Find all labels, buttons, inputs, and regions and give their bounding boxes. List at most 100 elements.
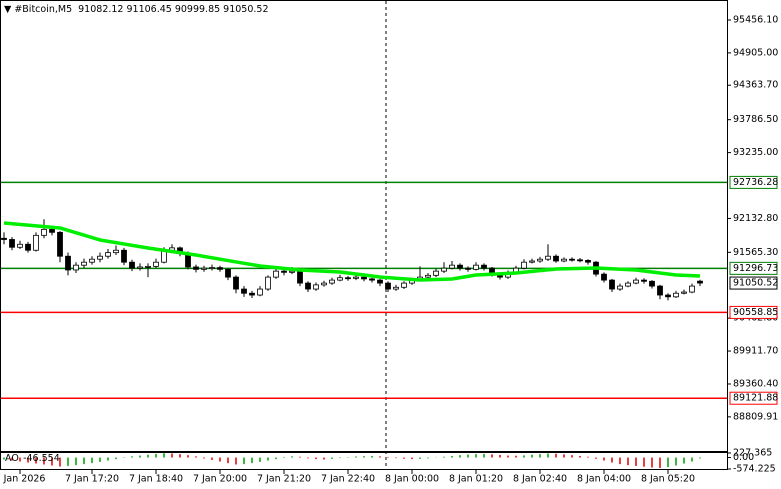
triangle: ▼ [4, 4, 14, 15]
candle-body [33, 234, 39, 251]
candle-body [385, 282, 391, 290]
candle-body [361, 276, 367, 280]
moving-average [3, 221, 701, 282]
candle-body [313, 284, 319, 290]
candle-body [41, 228, 47, 236]
candle-body [337, 277, 343, 281]
y-tick-label: 89911.70 [733, 346, 778, 357]
candle-body [249, 292, 255, 296]
level-label: 91296.73 [733, 263, 778, 274]
candle-body [649, 280, 655, 287]
level-box [729, 391, 778, 405]
candle-body [577, 259, 583, 262]
candle-body [1, 237, 7, 240]
candle-body [553, 255, 559, 262]
ao-tick-label: -574.225 [733, 464, 776, 475]
candle-body [129, 261, 135, 269]
candle-body [73, 264, 79, 271]
candle-body [105, 252, 111, 257]
candle-body [585, 259, 591, 263]
high: 91106.45 [126, 4, 171, 15]
y-tick-label: 95456.10 [733, 14, 778, 25]
candle-body [697, 280, 703, 284]
candle-body [345, 277, 351, 280]
candle-body [97, 255, 103, 260]
candle-body [225, 268, 231, 278]
x-tick-label: 7 Jan 20:00 [193, 474, 247, 485]
candle-body [657, 285, 663, 296]
symbol: #Bitcoin,M5 [14, 4, 72, 15]
candle-body [537, 258, 543, 262]
candle-body [393, 286, 399, 290]
candle-body [481, 264, 487, 269]
open: 91082.12 [78, 4, 123, 15]
y-tick-label: 93235.00 [733, 147, 778, 158]
level-label: 90558.85 [733, 307, 778, 318]
candle-body [673, 292, 679, 298]
candle-body [65, 255, 71, 271]
candle-body [633, 279, 639, 284]
candle-body [81, 261, 87, 266]
candle-body [521, 261, 527, 269]
candle-body [569, 258, 575, 261]
level-box [729, 175, 778, 189]
candle-body [465, 267, 471, 270]
ao-value: -46.554 [23, 453, 60, 464]
candle-body [265, 276, 271, 290]
candle-body [217, 267, 223, 270]
candle-body [609, 279, 615, 290]
candle-body [121, 249, 127, 263]
candle-body [241, 288, 247, 294]
candle-body [25, 243, 31, 251]
candle-body [369, 278, 375, 281]
low: 90999.85 [175, 4, 220, 15]
candle-body [457, 264, 463, 269]
candle-body [209, 267, 215, 269]
level-box [729, 305, 778, 319]
candle-body [441, 267, 447, 272]
candle-body [289, 270, 295, 273]
y-tick-label: 93786.50 [733, 114, 778, 125]
ao-tick-label: 0.00 [733, 452, 754, 463]
x-tick-label: 7 Jan 22:40 [321, 474, 375, 485]
x-tick-label: 8 Jan 02:40 [513, 474, 567, 485]
ao-panel [0, 452, 728, 470]
candle-body [641, 279, 647, 282]
x-tick-label: 7 Jan 21:20 [257, 474, 311, 485]
level-label: 89121.88 [733, 393, 778, 404]
candle-body [353, 276, 359, 279]
level-box [729, 261, 778, 275]
close: 91050.52 [223, 4, 268, 15]
y-tick-label: 89360.40 [733, 378, 778, 389]
y-tick-label: 88809.91 [733, 411, 778, 422]
candle-body [233, 276, 239, 290]
x-tick-label: 7 Jan 18:40 [129, 474, 183, 485]
x-tick-label: 8 Jan 00:00 [385, 474, 439, 485]
candle-body [257, 288, 263, 296]
x-tick-label: 7 Jan 2026 [0, 474, 45, 485]
candle-body [425, 274, 431, 278]
candle-body [305, 282, 311, 290]
x-tick-label: 7 Jan 17:20 [65, 474, 119, 485]
candle-body [153, 261, 159, 267]
candle-body [473, 264, 479, 270]
main-panel [0, 0, 728, 452]
y-tick-label: 91565.30 [733, 247, 778, 258]
candle-body [529, 260, 535, 263]
candle-body [89, 258, 95, 263]
candle-body [281, 270, 287, 273]
candle-body [297, 270, 303, 284]
candle-body [201, 267, 207, 270]
candle-body [401, 282, 407, 288]
candle-body [689, 285, 695, 293]
candle-body [137, 266, 143, 269]
y-tick-label: 92132.80 [733, 213, 778, 224]
x-tick-label: 8 Jan 01:20 [449, 474, 503, 485]
level-label: 92736.28 [733, 177, 778, 188]
candle-body [601, 273, 607, 281]
candle-body [449, 264, 455, 269]
current-price-box [729, 276, 778, 290]
candle-body [625, 282, 631, 287]
y-tick-label: 94905.00 [733, 47, 778, 58]
